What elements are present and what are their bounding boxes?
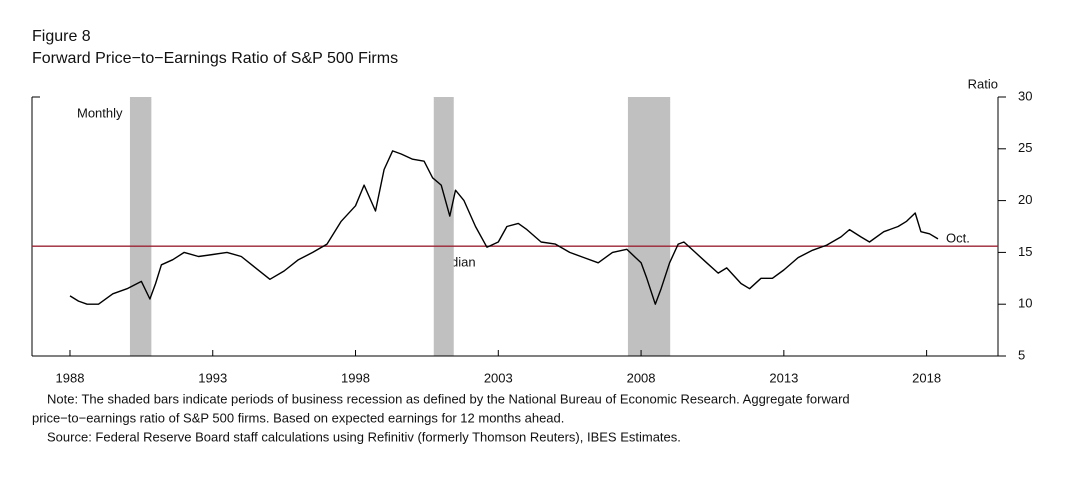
figure-label: Figure 8 <box>32 28 91 45</box>
y-tick-label: 15 <box>1018 244 1032 259</box>
note-line: price−to−earnings ratio of S&P 500 firms… <box>32 410 564 425</box>
source: Source: Federal Reserve Board staff calc… <box>47 429 681 444</box>
x-tick-label: 1998 <box>341 370 370 385</box>
chart-title: Forward Price−to−Earnings Ratio of S&P 5… <box>32 50 398 67</box>
x-tick-label: 2013 <box>769 370 798 385</box>
recession-bar <box>627 97 671 356</box>
y-tick-label: 5 <box>1018 347 1025 362</box>
x-tick-label: 2008 <box>627 370 656 385</box>
x-tick-label: 2003 <box>484 370 513 385</box>
end-label: Oct. <box>946 230 970 245</box>
x-tick-label: 1988 <box>56 370 85 385</box>
x-tick-label: 1993 <box>198 370 227 385</box>
x-tick-label: 2018 <box>912 370 941 385</box>
y-axis-label: Ratio <box>968 76 998 91</box>
recession-bar <box>433 97 454 356</box>
note-line: Note: The shaded bars indicate periods o… <box>47 391 850 406</box>
pe-line <box>69 150 939 305</box>
recession-bar <box>129 97 152 356</box>
y-tick-label: 20 <box>1018 192 1032 207</box>
frequency-label: Monthly <box>77 105 123 120</box>
y-tick-label: 25 <box>1018 140 1032 155</box>
y-tick-label: 30 <box>1018 88 1032 103</box>
y-tick-label: 10 <box>1018 296 1032 311</box>
